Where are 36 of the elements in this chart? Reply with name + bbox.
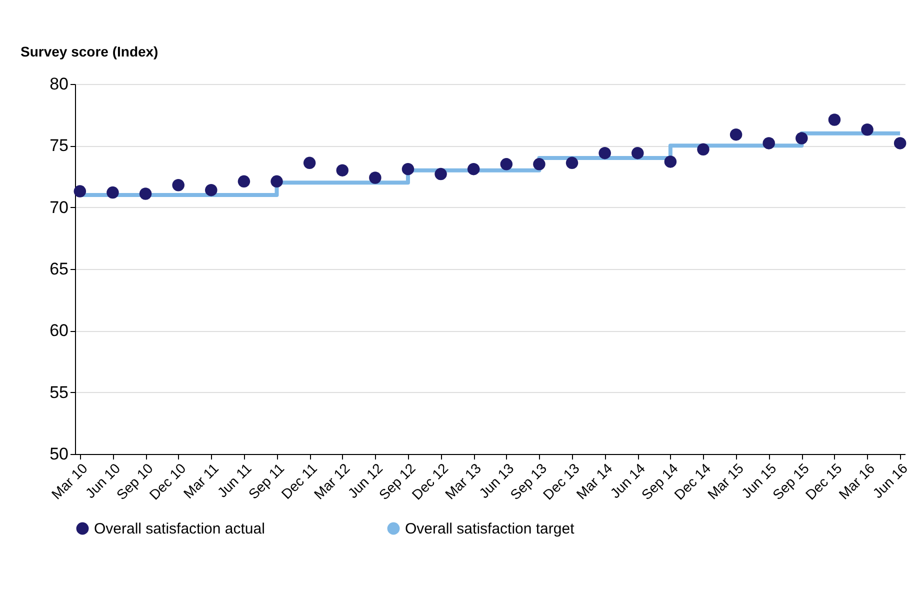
point — [828, 114, 841, 126]
point — [894, 137, 906, 150]
legend-label: Overall satisfaction target — [405, 520, 576, 538]
point — [270, 175, 283, 188]
y-tick-label: 60 — [50, 321, 68, 340]
point — [730, 128, 742, 141]
y-tick-label: 50 — [50, 444, 68, 464]
y-tick-label: 55 — [50, 382, 68, 402]
point — [632, 146, 644, 160]
point — [861, 124, 874, 136]
point — [566, 156, 578, 170]
point — [500, 158, 513, 170]
point — [139, 188, 152, 200]
point — [467, 162, 480, 176]
point — [172, 179, 184, 192]
point — [697, 143, 710, 156]
point — [205, 184, 218, 196]
y-tick-label: 80 — [50, 74, 68, 94]
point — [402, 162, 414, 176]
point — [598, 146, 611, 160]
point — [762, 137, 775, 150]
point — [796, 132, 808, 144]
point — [336, 164, 348, 176]
legend-label: Overall satisfaction actual — [94, 520, 265, 538]
point — [434, 168, 447, 180]
point — [106, 186, 119, 199]
point — [303, 156, 316, 170]
y-tick-label: 65 — [50, 260, 68, 278]
point — [533, 158, 546, 170]
point — [74, 185, 86, 198]
point — [238, 175, 250, 188]
y-tick-label: 70 — [50, 198, 68, 217]
point — [664, 156, 677, 168]
y-axis-title: Survey score (Index) — [20, 44, 158, 60]
y-tick-label: 75 — [50, 136, 68, 156]
point — [369, 172, 382, 184]
